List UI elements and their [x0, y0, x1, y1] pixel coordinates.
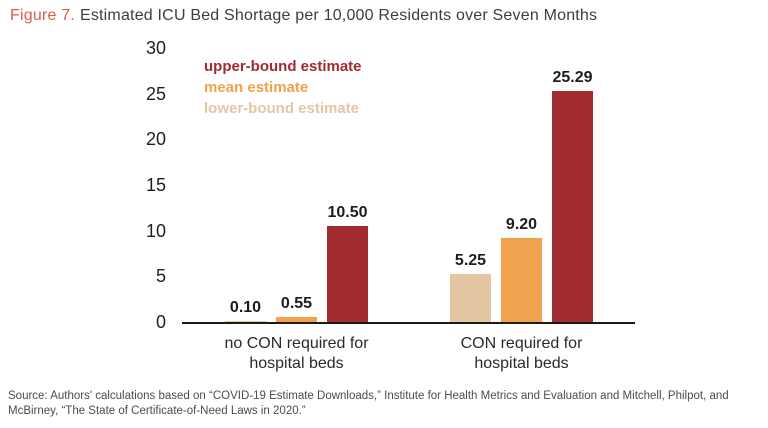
- bar-value-label: 0.10: [229, 299, 262, 316]
- x-axis-category-label: no CON required for hospital beds: [224, 335, 369, 372]
- figure-number: Figure 7.: [10, 7, 75, 24]
- bar-value-label: 9.20: [505, 216, 538, 233]
- bar-lower-bound-group1: [225, 321, 266, 322]
- legend-item-mean: mean estimate: [204, 79, 309, 96]
- bar-mean-group1: [276, 317, 317, 322]
- bar-value-label: 0.55: [280, 295, 313, 312]
- bar-value-label: 25.29: [552, 69, 593, 86]
- y-axis-tick-label: 10: [145, 220, 166, 241]
- figure-title: Figure 7. Estimated ICU Bed Shortage per …: [10, 7, 597, 25]
- figure-title-text: Estimated ICU Bed Shortage per 10,000 Re…: [79, 7, 598, 24]
- bar-upper-bound-group1: [327, 226, 368, 322]
- y-axis-tick-label: 20: [145, 129, 166, 150]
- legend-item-upper-bound: upper-bound estimate: [204, 58, 362, 75]
- bar-lower-bound-group2: [450, 274, 491, 322]
- y-axis-tick-label: 30: [145, 38, 166, 58]
- bar-value-label: 10.50: [327, 204, 368, 221]
- y-axis-tick-label: 15: [145, 175, 166, 195]
- bar-value-label: 5.25: [454, 252, 487, 269]
- y-axis-tick-label: 5: [155, 266, 166, 287]
- chart-legend: upper-bound estimate mean estimate lower-b…: [204, 56, 362, 119]
- y-axis-tick-label: 0: [155, 312, 166, 332]
- x-axis-line: [182, 322, 635, 324]
- y-axis-tick-label: 25: [145, 83, 166, 104]
- bar-upper-bound-group2: [552, 91, 593, 322]
- x-axis-category-label: CON required for hospital beds: [460, 335, 583, 372]
- legend-item-lower-bound: lower-bound estimate: [204, 100, 360, 117]
- source-note: Source: Authors' calculations based on “…: [8, 390, 729, 417]
- bar-mean-group2: [501, 238, 542, 322]
